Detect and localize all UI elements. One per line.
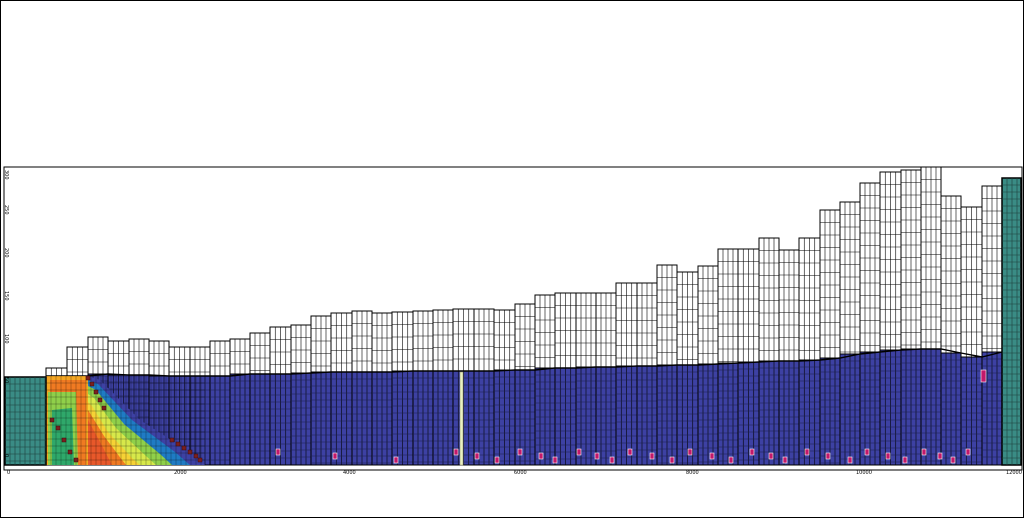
water-table-line	[46, 348, 1003, 377]
x-tick-label: 8000	[686, 470, 699, 476]
observation-marker	[782, 456, 788, 464]
x-tick-label: 2000	[174, 470, 187, 476]
observation-marker	[73, 457, 79, 463]
observation-marker	[517, 448, 523, 456]
x-tick-label: 4000	[343, 470, 356, 476]
y-tick-label: 150	[3, 291, 9, 301]
x-tick-label: 6000	[514, 470, 527, 476]
observation-marker	[453, 448, 459, 456]
x-tick-label: 10000	[856, 470, 872, 476]
observation-marker	[937, 452, 943, 460]
observation-marker	[552, 456, 558, 464]
y-tick-label: 200	[3, 248, 9, 258]
observation-marker	[101, 405, 107, 411]
observation-marker	[67, 449, 73, 455]
observation-marker	[576, 448, 582, 456]
observation-marker	[902, 456, 908, 464]
boundary-block	[4, 376, 47, 466]
observation-marker	[175, 441, 181, 447]
observation-marker	[804, 448, 810, 456]
y-tick-label: 250	[3, 205, 9, 215]
x-tick-label: 0	[7, 470, 10, 476]
boundary-block	[1001, 177, 1022, 466]
grid-blocks	[45, 166, 1003, 466]
x-tick-label: 12000	[1006, 470, 1022, 476]
observation-marker	[825, 452, 831, 460]
observation-marker	[474, 452, 480, 460]
observation-marker	[89, 381, 95, 387]
observation-marker	[181, 445, 187, 451]
observation-marker	[965, 448, 971, 456]
observation-marker	[93, 389, 99, 395]
observation-marker	[649, 452, 655, 460]
observation-marker	[97, 397, 103, 403]
y-tick-label: 300	[3, 170, 9, 180]
monitoring-well	[459, 371, 464, 466]
observation-marker	[85, 375, 91, 381]
observation-marker	[627, 448, 633, 456]
observation-marker	[393, 456, 399, 464]
observation-marker	[768, 452, 774, 460]
boundary-blocks	[4, 177, 1022, 466]
y-axis: 300 250 200 150 100 50 0	[3, 170, 9, 457]
y-tick-label: 50	[3, 377, 9, 383]
observation-marker	[885, 452, 891, 460]
observation-marker	[275, 448, 281, 456]
observation-marker	[749, 448, 755, 456]
plot-area-border	[3, 166, 1023, 471]
observation-marker	[594, 452, 600, 460]
observation-markers	[49, 369, 987, 464]
observation-marker	[187, 449, 193, 455]
x-axis: 0 2000 4000 6000 8000 10000 12000	[7, 470, 1022, 476]
observation-marker	[193, 453, 199, 459]
observation-marker	[197, 457, 203, 463]
observation-marker	[950, 456, 956, 464]
observation-marker	[609, 456, 615, 464]
observation-marker	[61, 437, 67, 443]
observation-marker	[169, 437, 175, 443]
y-tick-label: 100	[3, 334, 9, 344]
observation-marker	[921, 448, 927, 456]
plume-band	[52, 408, 74, 465]
observation-marker	[728, 456, 734, 464]
observation-marker	[55, 425, 61, 431]
observation-marker	[49, 417, 55, 423]
observation-marker	[847, 456, 853, 464]
observation-marker	[864, 448, 870, 456]
observation-marker	[538, 452, 544, 460]
observation-marker	[709, 452, 715, 460]
observation-marker	[494, 456, 500, 464]
observation-marker	[687, 448, 693, 456]
y-tick-label: 0	[3, 454, 9, 457]
observation-marker	[980, 369, 987, 383]
observation-marker	[669, 456, 675, 464]
observation-marker	[332, 452, 338, 460]
